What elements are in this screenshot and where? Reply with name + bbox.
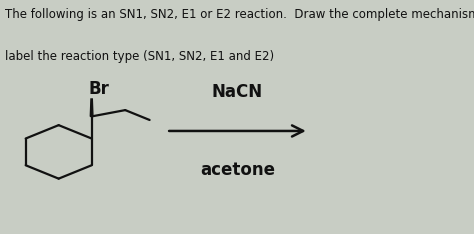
Text: The following is an SN1, SN2, E1 or E2 reaction.  Draw the complete mechanism, a: The following is an SN1, SN2, E1 or E2 r… [5,8,474,21]
Text: Br: Br [88,80,109,98]
Polygon shape [91,99,93,117]
Text: NaCN: NaCN [212,83,263,101]
Text: label the reaction type (SN1, SN2, E1 and E2): label the reaction type (SN1, SN2, E1 an… [5,50,274,62]
Text: acetone: acetone [200,161,275,179]
